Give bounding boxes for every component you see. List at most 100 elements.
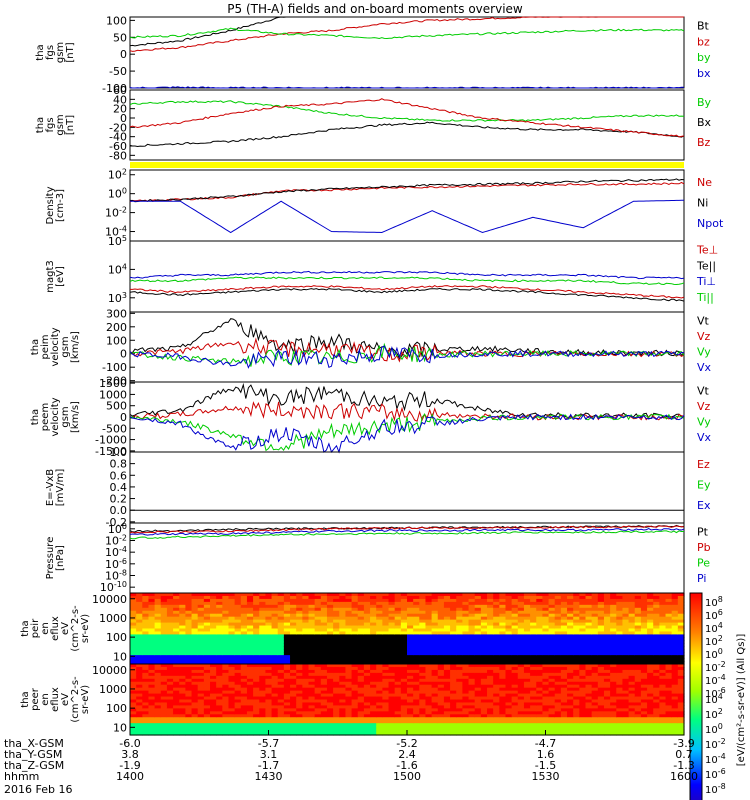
spectro-cell xyxy=(456,702,463,707)
spectro-cell xyxy=(530,634,537,638)
spectro-cell xyxy=(314,607,322,612)
spectro-cell xyxy=(216,622,223,627)
spectro-cell xyxy=(136,678,143,683)
spectro-cell xyxy=(677,720,685,724)
spectro-cell xyxy=(573,652,580,656)
spectro-cell xyxy=(517,675,525,680)
spectro-cell xyxy=(493,595,500,600)
spectro-cell xyxy=(142,726,150,730)
spectro-cell xyxy=(326,628,334,633)
spectro-cell xyxy=(647,604,654,609)
spectro-cell xyxy=(259,595,267,600)
spectro-cell xyxy=(554,669,562,674)
spectro-cell xyxy=(314,717,322,721)
spectro-cell xyxy=(603,652,611,656)
spectro-cell xyxy=(333,664,340,668)
spectro-cell xyxy=(382,652,390,656)
spectro-cell xyxy=(370,628,377,633)
spectro-cell xyxy=(610,717,617,721)
spectro-cell xyxy=(259,675,267,680)
spectro-cell xyxy=(210,723,217,727)
spectro-cell xyxy=(382,684,390,689)
x-axis-value: 1600 xyxy=(670,770,698,783)
spectro-cell xyxy=(333,658,340,662)
spectro-cell xyxy=(314,669,322,674)
spectro-cell xyxy=(228,637,236,641)
spectro-cell xyxy=(560,598,568,603)
spectro-cell xyxy=(376,696,383,701)
spectro-cell xyxy=(505,601,513,606)
spectro-cell xyxy=(517,669,525,674)
spectro-cell xyxy=(302,664,310,668)
spectro-cell xyxy=(585,619,593,624)
spectro-cell xyxy=(616,664,624,668)
spectro-cell xyxy=(234,661,242,665)
spectro-cell xyxy=(382,637,390,641)
spectro-cell xyxy=(160,705,168,709)
spectro-cell xyxy=(363,631,371,636)
spectro-cell xyxy=(603,646,611,650)
spectro-cell xyxy=(585,684,593,689)
spectro-cell xyxy=(437,619,445,624)
spectro-cell xyxy=(554,711,562,715)
y-axis-label: tha xyxy=(35,117,46,133)
spectro-cell xyxy=(493,723,500,727)
spectro-cell xyxy=(173,702,180,707)
spectro-cell xyxy=(308,640,316,644)
spectro-cell xyxy=(228,687,236,692)
spectro-cell xyxy=(203,593,211,597)
spectro-cell xyxy=(333,655,340,659)
spectro-cell xyxy=(142,729,150,733)
spectro-cell xyxy=(493,643,500,647)
spectro-cell xyxy=(634,610,642,615)
spectro-cell xyxy=(653,708,660,712)
spectro-cell xyxy=(222,672,230,677)
spectro-cell xyxy=(203,717,211,721)
y-tick-label: 0.2 xyxy=(110,493,128,506)
spectro-cell xyxy=(160,664,168,668)
spectro-cell xyxy=(277,732,285,736)
spectro-cell xyxy=(616,729,624,733)
spectro-cell xyxy=(443,593,451,597)
spectro-cell xyxy=(130,717,137,721)
spectro-cell xyxy=(320,711,328,715)
date-label: 2016 Feb 16 xyxy=(4,783,72,796)
spectro-cell xyxy=(228,658,236,662)
spectro-cell xyxy=(308,678,316,683)
spectro-cell xyxy=(616,604,624,609)
spectro-cell xyxy=(659,678,667,683)
spectro-cell xyxy=(407,646,414,650)
spectro-cell xyxy=(505,649,513,653)
spectro-cell xyxy=(419,598,427,603)
spectro-cell xyxy=(265,720,273,724)
spectro-cell xyxy=(277,669,285,674)
spectro-cell xyxy=(271,729,279,733)
spectro-cell xyxy=(548,610,556,615)
spectro-cell xyxy=(634,652,642,656)
spectro-cell xyxy=(246,625,254,630)
spectro-cell xyxy=(142,678,150,683)
spectro-cell xyxy=(302,595,310,600)
spectro-cell xyxy=(443,649,451,653)
spectro-cell xyxy=(603,711,611,715)
spectro-cell xyxy=(376,607,383,612)
spectro-cell xyxy=(259,604,267,609)
spectro-cell xyxy=(480,652,488,656)
spectro-cell xyxy=(271,598,279,603)
spectro-cell xyxy=(450,619,457,624)
spectro-cell xyxy=(468,711,476,715)
spectro-cell xyxy=(505,723,513,727)
spectro-cell xyxy=(480,634,488,638)
spectro-cell xyxy=(419,625,427,630)
y-tick-label: 10-2 xyxy=(105,206,127,220)
spectro-cell xyxy=(154,604,162,609)
spectro-cell xyxy=(160,661,168,665)
spectro-cell xyxy=(363,687,371,692)
spectro-cell xyxy=(160,622,168,627)
spectro-cell xyxy=(376,708,383,712)
spectro-cell xyxy=(296,687,303,692)
spectro-cell xyxy=(136,646,143,650)
spectro-cell xyxy=(677,640,685,644)
spectro-cell xyxy=(554,649,562,653)
spectro-cell xyxy=(357,666,365,671)
